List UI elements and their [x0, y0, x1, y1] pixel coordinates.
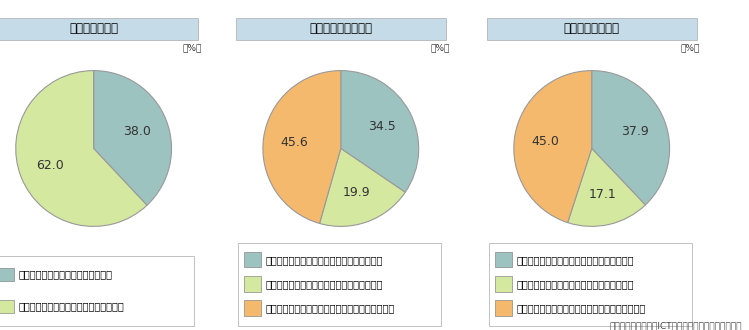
- Text: インターネットを活用した認知手段: インターネットを活用した認知手段: [18, 269, 112, 280]
- Text: 62.0: 62.0: [36, 159, 64, 172]
- FancyBboxPatch shape: [244, 276, 261, 291]
- FancyBboxPatch shape: [0, 300, 14, 313]
- FancyBboxPatch shape: [495, 300, 512, 315]
- Wedge shape: [514, 71, 592, 222]
- Text: インターネットのみを活用した情報収集手段: インターネットのみを活用した情報収集手段: [265, 255, 383, 265]
- Text: （%）: （%）: [183, 43, 202, 52]
- Wedge shape: [568, 148, 646, 226]
- Text: インターネット以外を活用した認知手段: インターネット以外を活用した認知手段: [18, 301, 124, 312]
- Text: 45.0: 45.0: [532, 135, 560, 148]
- FancyBboxPatch shape: [236, 18, 446, 40]
- FancyBboxPatch shape: [0, 255, 194, 326]
- Text: 37.9: 37.9: [621, 125, 649, 138]
- Text: （%）: （%）: [681, 43, 700, 52]
- Text: 38.0: 38.0: [123, 125, 151, 138]
- Wedge shape: [263, 71, 341, 223]
- Text: 商品内容の情報収集: 商品内容の情報収集: [309, 22, 372, 35]
- Text: （出典）「消費者のICTネットワーク利用状況調査」: （出典）「消費者のICTネットワーク利用状況調査」: [609, 321, 742, 330]
- FancyBboxPatch shape: [487, 18, 697, 40]
- Wedge shape: [16, 71, 147, 226]
- Text: 購入先の比較検討: 購入先の比較検討: [564, 22, 619, 35]
- Text: 商品の認知経路: 商品の認知経路: [69, 22, 118, 35]
- FancyBboxPatch shape: [244, 300, 261, 315]
- FancyBboxPatch shape: [495, 252, 512, 268]
- Wedge shape: [320, 148, 405, 226]
- Text: インターネット以外のみを活用した情報収集手段: インターネット以外のみを活用した情報収集手段: [265, 303, 395, 313]
- FancyBboxPatch shape: [244, 252, 261, 268]
- FancyBboxPatch shape: [489, 243, 692, 326]
- FancyBboxPatch shape: [495, 276, 512, 291]
- Wedge shape: [94, 71, 172, 205]
- Text: インターネットのみを活用した比較検討手段: インターネットのみを活用した比較検討手段: [516, 255, 634, 265]
- Wedge shape: [341, 71, 419, 192]
- Text: 17.1: 17.1: [588, 187, 616, 201]
- Text: （%）: （%）: [430, 43, 449, 52]
- Text: インターネットと他を併用した情報収集手段: インターネットと他を併用した情報収集手段: [265, 279, 383, 289]
- Text: 45.6: 45.6: [281, 136, 309, 148]
- FancyBboxPatch shape: [0, 18, 198, 40]
- Text: 19.9: 19.9: [343, 186, 371, 199]
- FancyBboxPatch shape: [238, 243, 441, 326]
- Text: 34.5: 34.5: [369, 120, 396, 133]
- Text: インターネット以外のみを活用した比較検討手段: インターネット以外のみを活用した比較検討手段: [516, 303, 646, 313]
- Text: インターネットと他を併用した比較検討手段: インターネットと他を併用した比較検討手段: [516, 279, 634, 289]
- Wedge shape: [592, 71, 670, 205]
- FancyBboxPatch shape: [0, 268, 14, 281]
